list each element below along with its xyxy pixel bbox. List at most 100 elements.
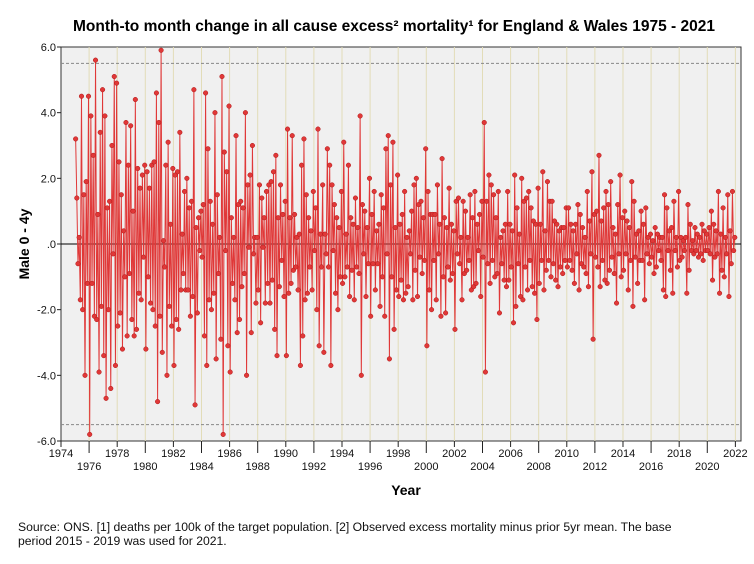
data-point: [728, 261, 734, 267]
data-point: [204, 362, 210, 369]
data-point: [560, 271, 566, 277]
data-point: [494, 271, 500, 277]
data-point: [272, 326, 278, 332]
data-point: [718, 231, 724, 237]
data-point: [500, 228, 506, 234]
x-tick-label: 1984: [189, 461, 213, 473]
y-tick-label: 4.0: [41, 108, 56, 120]
data-point: [720, 205, 726, 211]
footnote-line-2: period 2015 - 2019 was used for 2021.: [18, 534, 227, 548]
data-point: [110, 251, 116, 257]
data-point: [88, 113, 94, 119]
data-point: [362, 208, 368, 214]
data-point: [242, 110, 248, 116]
data-point: [396, 293, 402, 300]
data-point: [679, 254, 685, 260]
data-point: [625, 287, 631, 293]
data-point: [469, 215, 476, 221]
data-point: [73, 136, 79, 142]
data-point: [732, 234, 738, 240]
data-point: [233, 133, 239, 139]
data-point: [437, 221, 443, 227]
data-point: [475, 248, 481, 254]
data-point: [165, 139, 171, 145]
data-point: [581, 264, 587, 270]
data-point: [90, 152, 96, 158]
data-point: [665, 248, 671, 254]
data-point: [300, 333, 306, 339]
data-point: [462, 208, 469, 214]
data-point: [171, 362, 177, 369]
data-point: [239, 284, 245, 290]
data-point: [87, 431, 93, 437]
data-point: [288, 280, 294, 286]
y-axis: 6.0 4.0 2.0 .0 -2.0 -4.0 -6.0: [37, 42, 61, 448]
data-point: [261, 215, 267, 221]
data-point: [717, 290, 723, 296]
data-point: [153, 90, 159, 96]
data-point: [241, 271, 247, 277]
data-point: [138, 297, 144, 303]
data-point: [393, 287, 399, 293]
x-tick-label: 2018: [667, 448, 691, 460]
data-point: [136, 290, 142, 296]
data-point: [307, 264, 313, 270]
data-point: [458, 234, 464, 240]
data-point: [421, 257, 428, 263]
data-point: [260, 244, 266, 250]
footnote: Source: ONS. [1] deaths per 100k of the …: [18, 520, 738, 548]
data-point: [574, 251, 580, 257]
data-point: [310, 188, 316, 195]
data-point: [685, 202, 691, 208]
data-point: [426, 287, 432, 293]
data-point: [167, 221, 174, 227]
data-point: [609, 254, 615, 260]
data-point: [321, 349, 327, 355]
data-point: [698, 251, 704, 257]
data-point: [135, 165, 141, 172]
data-point: [479, 198, 485, 204]
data-point: [724, 251, 730, 257]
data-point: [543, 267, 549, 273]
data-point: [564, 264, 570, 270]
data-point: [196, 215, 202, 221]
data-point: [477, 211, 483, 217]
data-point: [343, 231, 349, 237]
data-point: [174, 169, 181, 175]
data-point: [191, 87, 197, 93]
data-point: [671, 198, 677, 204]
data-point: [636, 228, 642, 234]
data-point: [232, 297, 238, 303]
data-point: [276, 284, 282, 290]
data-point: [661, 192, 668, 198]
data-point: [359, 202, 366, 208]
data-point: [683, 234, 689, 240]
data-point: [107, 198, 113, 204]
data-point: [145, 274, 151, 280]
data-point: [244, 372, 250, 378]
data-point: [386, 356, 392, 362]
chart: Month-to month change in all cause exces…: [16, 18, 748, 498]
data-point: [379, 274, 385, 280]
data-point: [577, 211, 583, 217]
data-point: [361, 251, 367, 257]
data-point: [405, 284, 411, 290]
x-tick-label: 1974: [49, 448, 73, 460]
data-point: [296, 231, 302, 237]
data-point: [488, 182, 494, 188]
data-point: [419, 271, 425, 277]
data-point: [188, 198, 195, 204]
data-point: [535, 185, 541, 191]
data-point: [541, 287, 547, 293]
data-point: [443, 310, 449, 316]
data-point: [670, 290, 676, 296]
data-point: [690, 238, 696, 244]
data-point: [341, 139, 347, 145]
data-point: [253, 300, 259, 306]
data-point: [78, 93, 85, 99]
data-point: [612, 231, 618, 237]
data-point: [238, 198, 244, 204]
data-point: [203, 90, 209, 96]
data-point: [509, 228, 515, 234]
data-point: [640, 221, 647, 227]
